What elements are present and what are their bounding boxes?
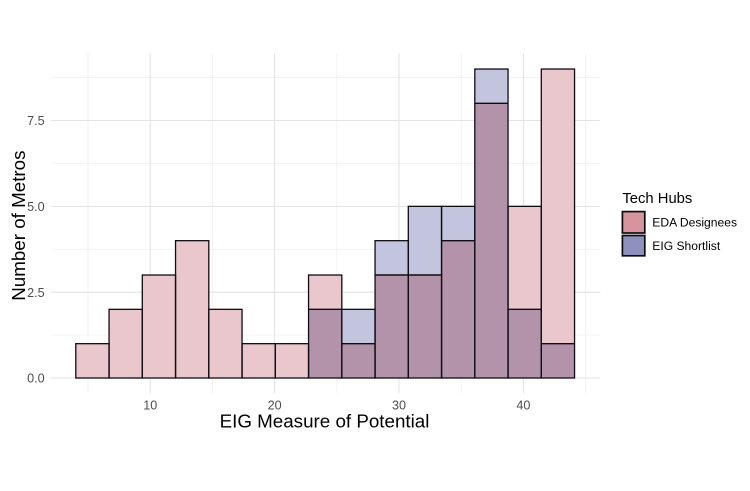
svg-text:EIG Shortlist: EIG Shortlist (652, 239, 721, 253)
svg-text:10: 10 (143, 399, 157, 413)
svg-text:2.5: 2.5 (27, 286, 45, 300)
svg-text:20: 20 (268, 399, 282, 413)
svg-text:40: 40 (516, 399, 530, 413)
svg-text:30: 30 (392, 399, 406, 413)
svg-text:Tech Hubs: Tech Hubs (622, 191, 692, 207)
svg-text:5.0: 5.0 (27, 200, 45, 214)
svg-text:EIG Measure of Potential: EIG Measure of Potential (220, 411, 430, 432)
svg-text:0.0: 0.0 (27, 372, 45, 386)
svg-text:Number of Metros: Number of Metros (8, 151, 29, 301)
svg-text:EDA Designees: EDA Designees (652, 216, 737, 230)
svg-text:7.5: 7.5 (27, 114, 45, 128)
